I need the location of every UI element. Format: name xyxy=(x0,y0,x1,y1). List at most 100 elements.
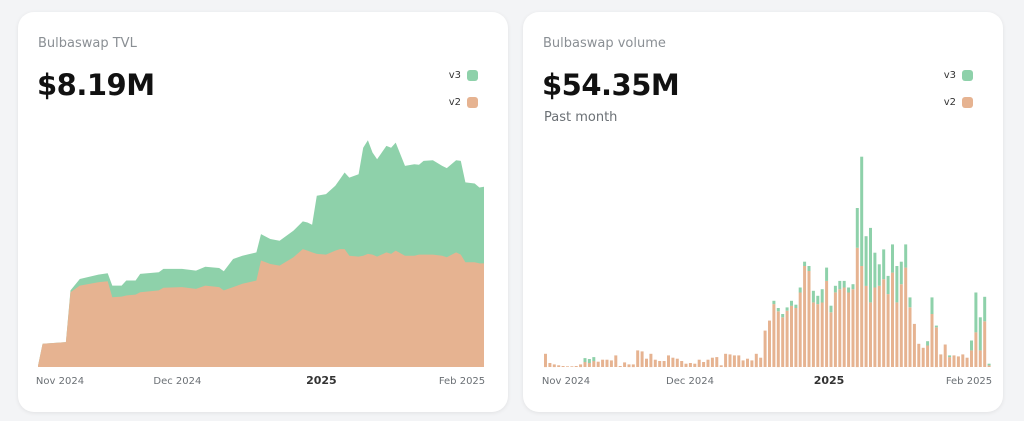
bar-v2 xyxy=(842,287,846,367)
bar-v3 xyxy=(855,208,859,248)
bar-v2 xyxy=(943,344,947,367)
bar-v2 xyxy=(948,357,952,367)
bar-v3 xyxy=(987,363,991,366)
legend-label: v3 xyxy=(943,69,956,81)
bar-v2 xyxy=(882,279,886,367)
area-v2 xyxy=(38,249,484,367)
bar-v2 xyxy=(688,363,692,367)
legend-swatch-v3 xyxy=(467,69,478,81)
bar-v3 xyxy=(851,284,855,290)
legend-label: v2 xyxy=(448,96,461,108)
bar-v3 xyxy=(869,227,872,303)
bar-v3 xyxy=(930,297,934,314)
bar-v3 xyxy=(877,264,881,286)
bar-v3 xyxy=(970,340,973,351)
bar-v2 xyxy=(790,305,793,367)
x-tick-label: Nov 2024 xyxy=(36,376,84,387)
bar-v2 xyxy=(869,302,872,367)
legend-item-v2[interactable]: v2 xyxy=(449,95,478,109)
bar-v2 xyxy=(557,365,561,367)
bar-v2 xyxy=(601,359,605,367)
bar-v2 xyxy=(697,359,701,367)
bar-v2 xyxy=(552,364,556,368)
bar-v2 xyxy=(684,363,688,367)
bar-v2 xyxy=(816,304,820,367)
bar-v2 xyxy=(855,247,859,368)
volume-subtitle[interactable]: Past month xyxy=(544,110,618,125)
bar-v3 xyxy=(934,325,938,328)
tvl-title: Bulbaswap TVL xyxy=(38,36,137,51)
bar-v2 xyxy=(702,362,706,367)
bar-v2 xyxy=(623,362,627,367)
volume-title: Bulbaswap volume xyxy=(543,36,666,51)
bar-v2 xyxy=(921,347,925,367)
legend-item-v3[interactable]: v3 xyxy=(944,68,973,82)
bar-v2 xyxy=(548,363,552,367)
bar-v2 xyxy=(873,287,877,367)
tvl-area-chart: Nov 2024 Dec 2024 2025 Feb 2025 xyxy=(36,140,485,387)
bar-v3 xyxy=(860,156,864,266)
legend-item-v2[interactable]: v2 xyxy=(944,95,973,109)
bar-v2 xyxy=(649,353,653,368)
bar-v2 xyxy=(833,292,837,367)
bar-v3 xyxy=(825,267,829,281)
bar-v3 xyxy=(781,314,785,318)
bar-v2 xyxy=(912,323,916,367)
bar-v2 xyxy=(680,361,684,367)
tvl-card: Bulbaswap TVL $8.19M v3 v2 Nov 2024 Dec 2… xyxy=(18,12,508,412)
bar-v2 xyxy=(851,289,855,367)
bar-v2 xyxy=(609,360,613,367)
volume-value: $54.35M xyxy=(542,68,680,102)
bar-v2 xyxy=(904,267,908,367)
bar-v2 xyxy=(653,359,657,367)
bar-v2 xyxy=(807,270,811,367)
bar-v2 xyxy=(794,308,798,367)
bar-v3 xyxy=(803,261,807,266)
bar-v2 xyxy=(627,364,631,368)
bar-v2 xyxy=(785,310,789,367)
bar-v2 xyxy=(763,330,767,367)
bar-v3 xyxy=(583,358,587,363)
bar-v3 xyxy=(820,289,824,303)
bar-v2 xyxy=(864,285,868,367)
bar-v2 xyxy=(728,354,732,367)
bar-v2 xyxy=(737,355,741,367)
bar-v2 xyxy=(961,354,965,367)
bar-v2 xyxy=(908,307,912,367)
bar-v2 xyxy=(772,304,776,367)
bar-v3 xyxy=(790,300,793,306)
bar-v2 xyxy=(587,363,591,367)
bar-v2 xyxy=(930,314,934,367)
bar-v2 xyxy=(570,366,574,367)
bar-v2 xyxy=(746,358,749,367)
bar-v2 xyxy=(710,357,714,367)
bar-v2 xyxy=(825,280,829,367)
bar-v2 xyxy=(776,311,780,368)
bar-v2 xyxy=(811,302,815,367)
bar-v2 xyxy=(798,292,802,367)
bar-v2 xyxy=(956,356,960,367)
bar-v3 xyxy=(886,275,890,295)
bar-v2 xyxy=(544,353,547,368)
bar-v3 xyxy=(776,308,780,312)
bar-v3 xyxy=(983,296,987,322)
legend-item-v3[interactable]: v3 xyxy=(449,68,478,82)
bar-v2 xyxy=(965,357,969,367)
legend-swatch-v2 xyxy=(962,96,973,108)
bar-v2 xyxy=(820,302,824,367)
bar-v3 xyxy=(794,304,798,308)
bar-v3 xyxy=(899,261,903,285)
volume-bar-chart: Nov 2024 Dec 2024 2025 Feb 2025 xyxy=(542,156,992,387)
bar-v3 xyxy=(833,285,837,293)
bar-v3 xyxy=(811,290,815,303)
bar-v2 xyxy=(759,357,763,367)
legend-label: v2 xyxy=(943,96,956,108)
x-tick-label: Dec 2024 xyxy=(153,376,201,387)
bar-v3 xyxy=(926,341,930,346)
bar-v3 xyxy=(895,266,899,303)
x-tick-label: Feb 2025 xyxy=(946,376,992,387)
bar-v2 xyxy=(899,284,903,367)
bar-v3 xyxy=(785,307,789,311)
bar-v2 xyxy=(675,358,679,367)
bar-v2 xyxy=(987,365,991,367)
